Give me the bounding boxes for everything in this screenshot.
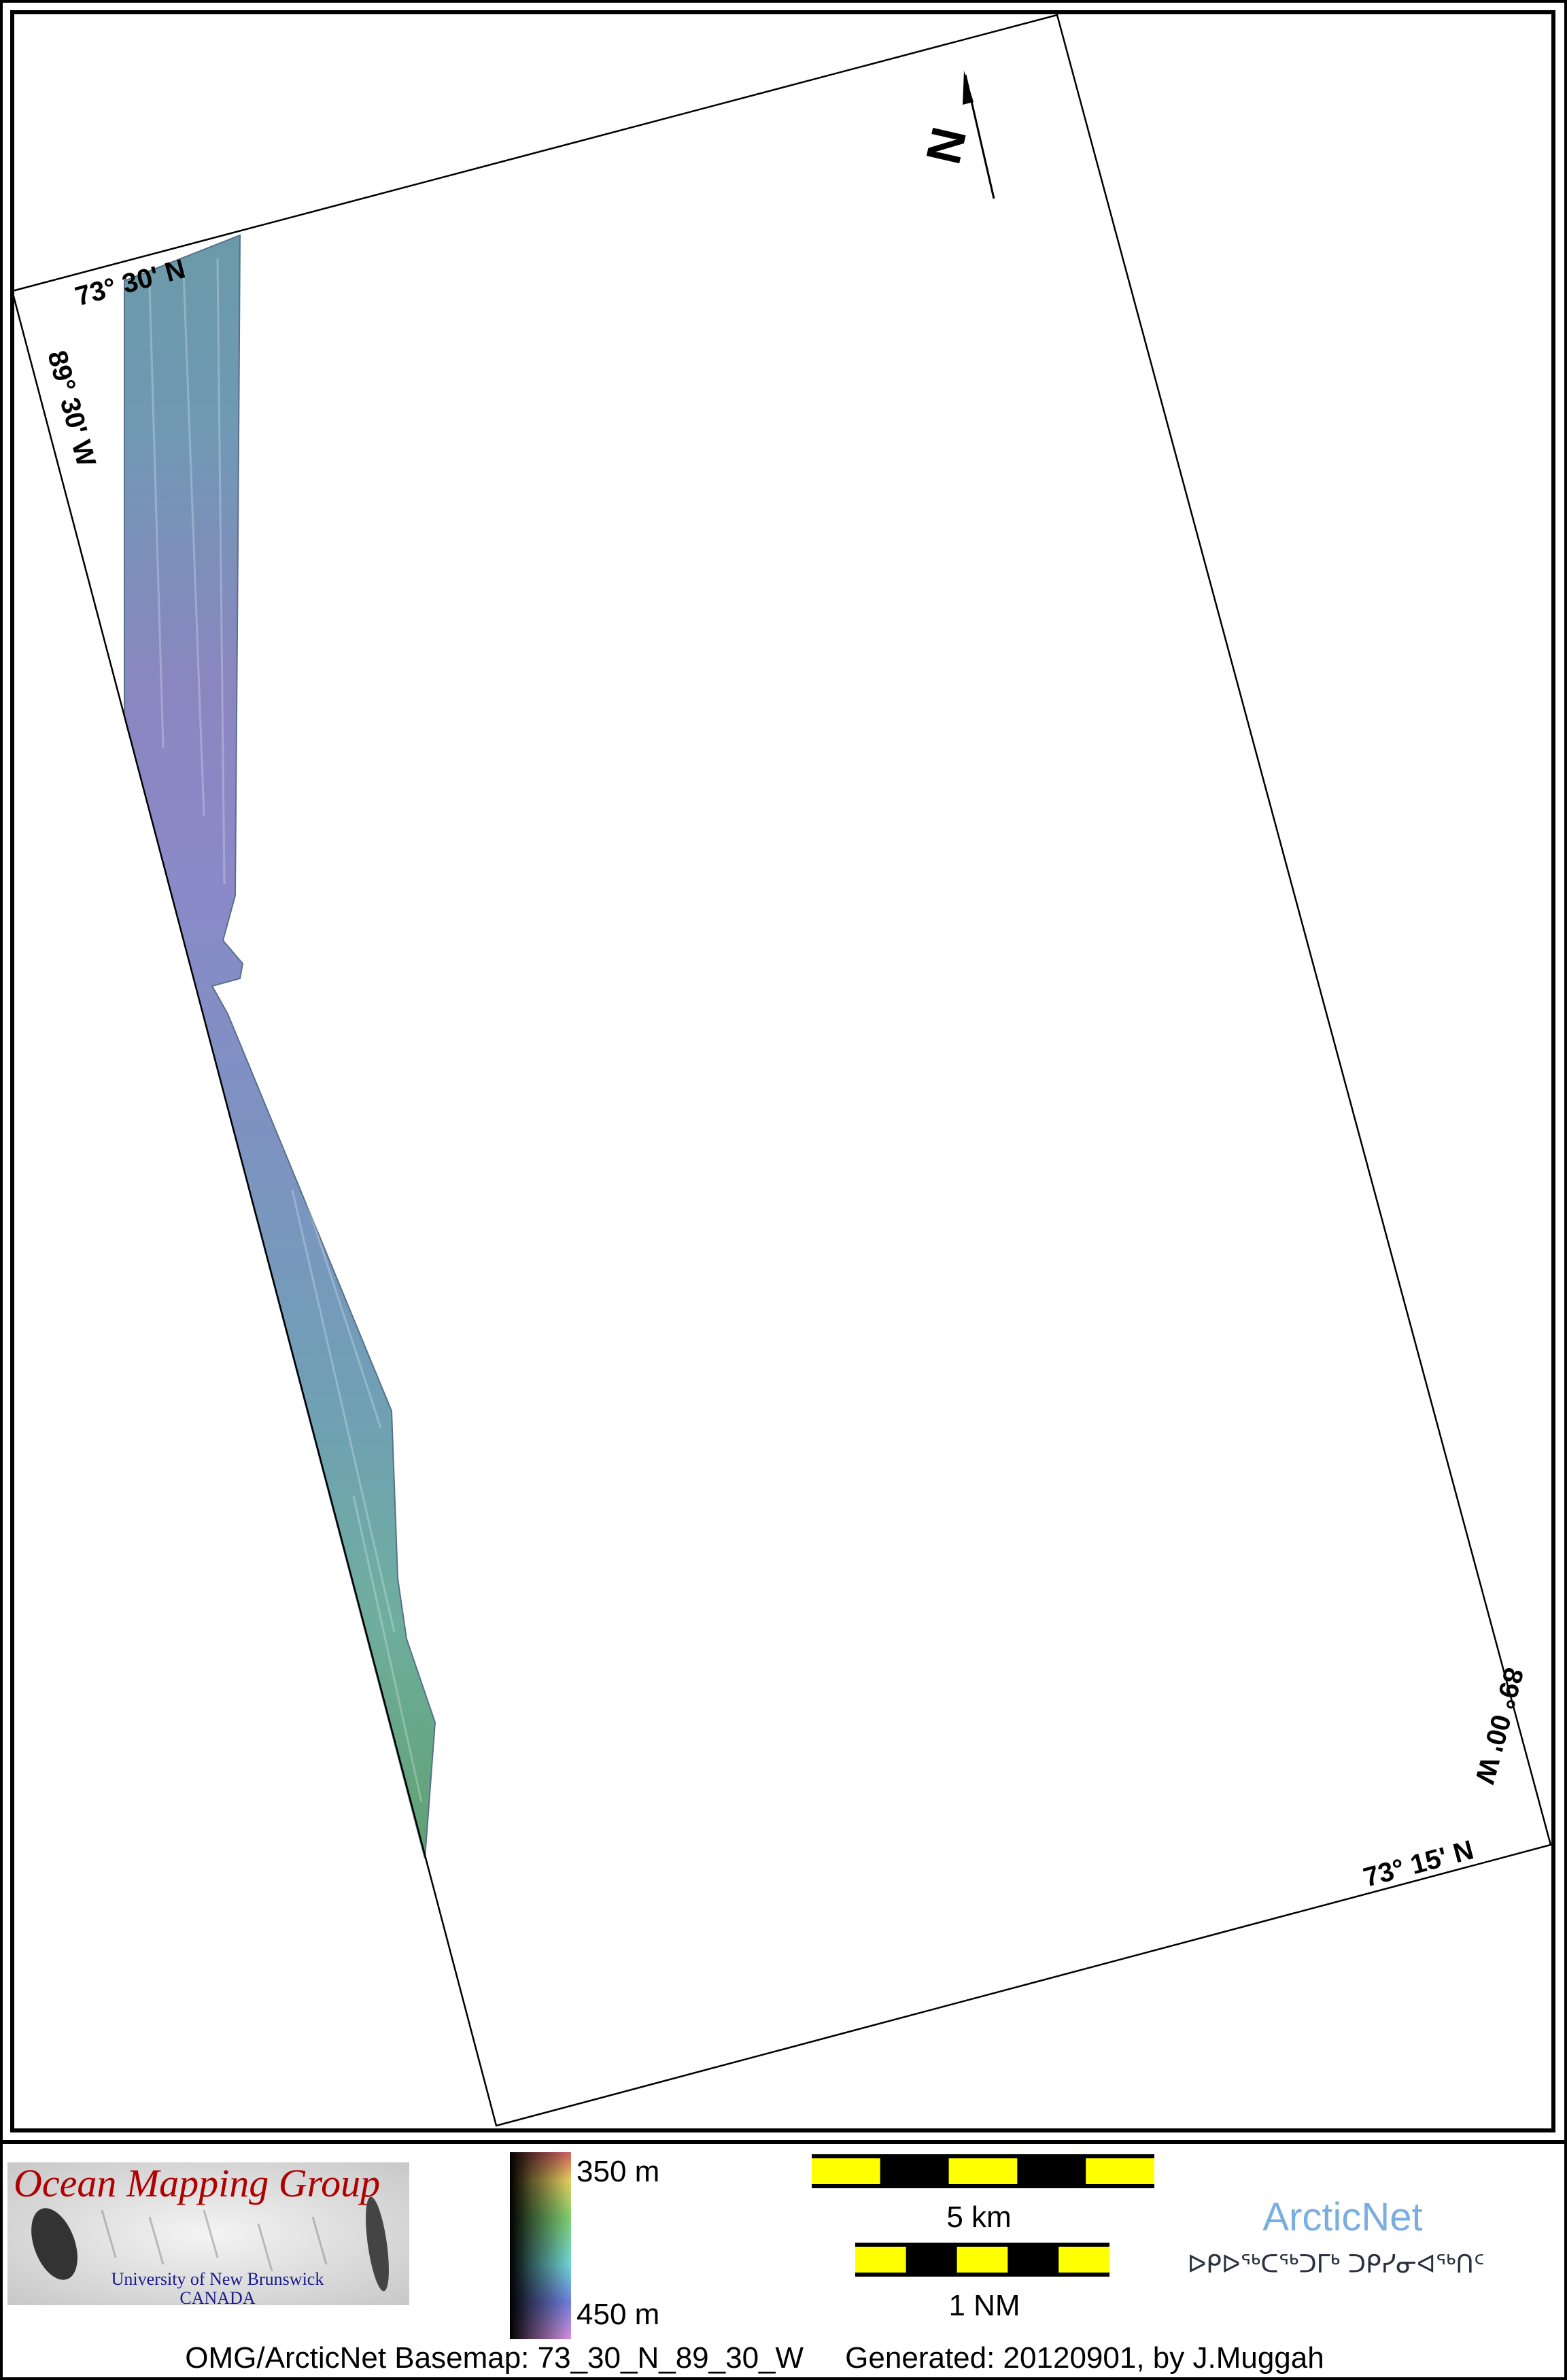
bathymetry-swath: [124, 234, 436, 1859]
scalebar-5km: [812, 2154, 1154, 2188]
scalebar-1nm-label: 1 NM: [948, 2289, 1020, 2322]
label-right-longitude: 89° 00' W: [1469, 1665, 1529, 1787]
north-arrow-icon: N: [916, 71, 995, 199]
scalebar-segment: [957, 2247, 1008, 2273]
swath-texture: [148, 258, 423, 1803]
basemap-footer: OMG/ArcticNet Basemap: 73_30_N_89_30_W G…: [185, 2341, 1324, 2375]
depth-colorbar: [510, 2152, 571, 2339]
omg-logo-title: Ocean Mapping Group: [14, 2161, 380, 2205]
arcticnet-logo: ArcticNet: [1262, 2195, 1422, 2239]
map-frame: [10, 10, 1555, 2132]
colorbar-bottom-label: 450 m: [576, 2298, 659, 2331]
omg-logo: Ocean Mapping Group University of New Br…: [7, 2161, 409, 2308]
scalebar-segment: [1008, 2247, 1059, 2273]
label-bottom-latitude: 73° 15' N: [1360, 1835, 1477, 1892]
map-boundary: [11, 14, 1552, 2127]
scalebar-segment: [855, 2247, 906, 2273]
arcticnet-syllabics: ᐅᑭᐅᖅᑕᖅᑐᒥᒃ ᑐᑭᓯᓂᐊᖅᑎᑦ: [1188, 2251, 1485, 2279]
scalebar-segment: [1058, 2247, 1109, 2273]
colorbar-top-label: 350 m: [576, 2155, 659, 2188]
scalebar-segment: [948, 2158, 1018, 2184]
scalebar-segment: [1017, 2158, 1086, 2184]
label-left-longitude: 89° 30' W: [41, 347, 101, 470]
omg-logo-country: CANADA: [179, 2288, 255, 2308]
omg-logo-university: University of New Brunswick: [111, 2269, 324, 2289]
scalebar-segment: [812, 2158, 880, 2184]
scalebar-1nm: [855, 2243, 1109, 2277]
scalebar-segment: [906, 2247, 957, 2273]
scalebar-5km-label: 5 km: [946, 2200, 1011, 2234]
svg-text:N: N: [916, 122, 978, 169]
scalebar-segment: [1086, 2158, 1154, 2184]
scalebar-segment: [880, 2158, 949, 2184]
